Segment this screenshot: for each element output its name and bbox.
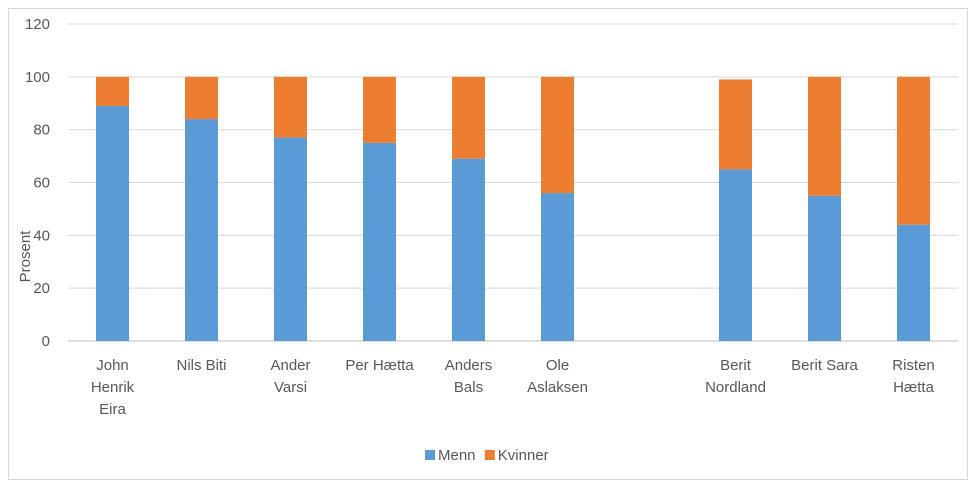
y-tick-label: 40 bbox=[33, 227, 50, 244]
x-tick-label: Berit Sara bbox=[791, 357, 858, 374]
x-axis-labels: John Henrik Eira Nils Biti Ander Varsi Per Hæt… bbox=[91, 357, 935, 418]
bar-kvinner-9 bbox=[897, 76, 930, 225]
bar-menn-3 bbox=[363, 142, 396, 341]
legend-label-menn: Menn bbox=[438, 447, 476, 464]
x-tick-label: Nils Biti bbox=[176, 357, 226, 374]
bar-kvinner-2 bbox=[274, 76, 307, 138]
bar-menn-0 bbox=[96, 105, 129, 342]
bar-kvinner-0 bbox=[96, 76, 129, 106]
x-tick-label: Henrik bbox=[91, 379, 135, 396]
y-tick-label: 80 bbox=[33, 122, 50, 139]
legend-swatch-menn bbox=[425, 450, 435, 460]
x-tick-label: Hætta bbox=[893, 379, 935, 396]
bar-menn-7 bbox=[719, 169, 752, 341]
bar-kvinner-1 bbox=[185, 76, 218, 120]
x-tick-label: Nordland bbox=[705, 379, 766, 396]
legend-label-kvinner: Kvinner bbox=[498, 447, 549, 464]
x-tick-label: Ander bbox=[270, 357, 310, 374]
bar-menn-5 bbox=[541, 193, 574, 341]
bar-menn-4 bbox=[452, 158, 485, 341]
legend-swatch-kvinner bbox=[484, 450, 495, 460]
bar-kvinner-4 bbox=[452, 76, 485, 159]
bar-kvinner-3 bbox=[363, 76, 396, 143]
y-tick-label: 100 bbox=[25, 69, 50, 86]
y-tick-label: 0 bbox=[42, 333, 50, 350]
x-tick-label: John bbox=[96, 357, 129, 374]
x-tick-label: Per Hætta bbox=[345, 357, 414, 374]
bar-kvinner-7 bbox=[719, 79, 752, 170]
bars bbox=[96, 76, 930, 342]
bar-menn-1 bbox=[185, 119, 218, 341]
x-tick-label: Aslaksen bbox=[527, 379, 588, 396]
x-tick-label: Ole bbox=[546, 357, 569, 374]
x-tick-label: Varsi bbox=[274, 379, 307, 396]
x-tick-label: Anders bbox=[445, 357, 493, 374]
x-tick-label: Eira bbox=[99, 401, 126, 418]
bar-kvinner-8 bbox=[808, 76, 841, 196]
legend: Menn Kvinner bbox=[425, 447, 549, 464]
y-tick-label: 60 bbox=[33, 175, 50, 192]
x-tick-label: Risten bbox=[892, 357, 935, 374]
y-tick-label: 120 bbox=[25, 16, 50, 33]
y-tick-label: 20 bbox=[33, 280, 50, 297]
y-axis-ticks: 0 20 40 60 80 100 120 bbox=[25, 16, 50, 350]
x-tick-label: Bals bbox=[454, 379, 483, 396]
x-tick-label: Berit bbox=[720, 357, 752, 374]
bar-menn-8 bbox=[808, 195, 841, 341]
bar-menn-2 bbox=[274, 137, 307, 341]
bar-kvinner-5 bbox=[541, 76, 574, 194]
bar-menn-9 bbox=[897, 224, 930, 341]
y-axis-label: Prosent bbox=[17, 230, 34, 283]
